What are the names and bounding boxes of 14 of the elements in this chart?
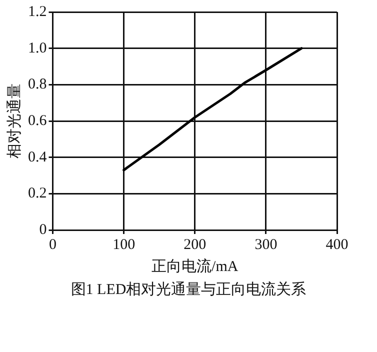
y-tick-label: 1.0 xyxy=(28,40,47,56)
y-tick-label: 0.4 xyxy=(28,149,48,166)
y-tick-label: 0.2 xyxy=(28,186,47,202)
x-tick-label: 100 xyxy=(112,236,136,253)
x-tick-label: 200 xyxy=(184,236,206,253)
y-tick-label: 1.2 xyxy=(28,4,47,20)
y-tick-label: 0 xyxy=(39,222,47,238)
caption: 图1 LED相对光通量与正向电流关系 xyxy=(70,280,308,299)
y-tick-label: 0.6 xyxy=(28,112,48,129)
x-tick-label: 400 xyxy=(326,236,348,253)
x-axis-title: 正向电流/mA xyxy=(152,258,238,275)
x-tick-label: 300 xyxy=(254,236,278,253)
y-axis-title: 相对光通量 xyxy=(6,84,23,158)
y-tick-label: 0.8 xyxy=(28,76,47,93)
